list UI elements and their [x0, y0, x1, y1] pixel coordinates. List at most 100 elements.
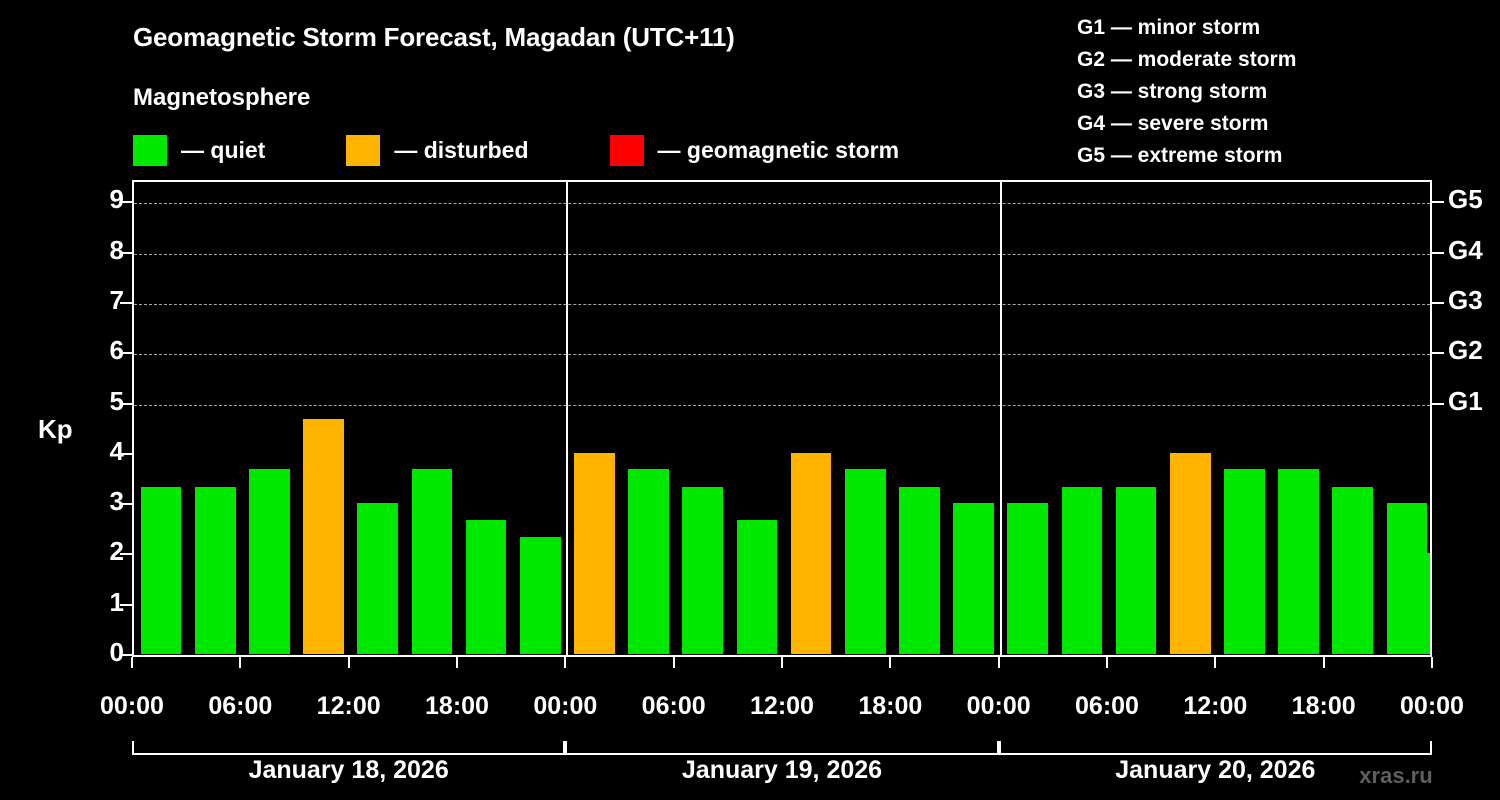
y-tick-label-9: 9: [109, 184, 124, 215]
g-scale-line-g2: G2 — moderate storm: [1077, 48, 1297, 71]
x-tick-mark: [456, 657, 458, 668]
y-tick-label-4: 4: [109, 435, 124, 466]
day-separator: [566, 182, 569, 655]
y-tick-label-3: 3: [109, 486, 124, 517]
bar-kp: [303, 419, 344, 654]
bar-kp: [574, 452, 615, 654]
y-tick-label-1: 1: [109, 586, 124, 617]
gridline-kp-5: [134, 404, 1430, 406]
y-tick-mark: [120, 654, 132, 656]
legend-item-quiet: — quiet: [133, 134, 265, 166]
bar-kp: [519, 536, 561, 654]
y-tick-mark: [120, 553, 132, 556]
g-tick-mark: [1432, 251, 1444, 254]
g-scale-legend: G1 — minor storm G2 — moderate storm G3 …: [1077, 12, 1296, 172]
g-tick-label-G3: G3: [1448, 284, 1483, 315]
x-tick-label: 18:00: [1291, 692, 1356, 720]
x-tick-label: 00:00: [100, 692, 164, 720]
gridline-kp-9: [134, 203, 1430, 205]
x-tick-label: 00:00: [533, 692, 598, 720]
x-tick-mark: [997, 657, 1000, 668]
x-tick-label: 18:00: [858, 692, 923, 720]
chart-subtitle: Magnetosphere: [133, 84, 311, 111]
bar-kp: [1417, 553, 1430, 654]
bar-kp: [682, 486, 724, 654]
bar-kp: [357, 503, 399, 654]
x-tick-mark: [564, 657, 567, 668]
g-scale-line-g5: G5 — extreme storm: [1077, 144, 1283, 167]
legend-label-storm: — geomagnetic storm: [657, 136, 900, 163]
g-tick-mark: [1432, 301, 1444, 304]
y-tick-mark: [120, 201, 132, 204]
bar-kp: [790, 452, 832, 654]
g-scale-line-g3: G3 — strong storm: [1077, 80, 1268, 103]
bar-kp: [844, 469, 886, 654]
x-tick-label: 06:00: [208, 692, 273, 720]
y-tick-label-2: 2: [109, 536, 124, 567]
day-label: January 20, 2026: [1115, 756, 1316, 784]
x-tick-mark: [1214, 657, 1217, 668]
y-tick-label-5: 5: [109, 385, 124, 416]
disturbed-swatch-icon: [346, 134, 381, 166]
x-tick-mark: [131, 657, 133, 668]
y-tick-label-6: 6: [109, 335, 124, 366]
g-tick-label-G5: G5: [1448, 184, 1483, 215]
bar-kp: [194, 486, 236, 654]
y-axis-title: Kp: [38, 414, 73, 444]
legend-label-disturbed: — disturbed: [394, 136, 529, 163]
day-bracket: [132, 741, 566, 755]
y-tick-mark: [120, 402, 132, 405]
bar-kp: [249, 469, 290, 654]
g-scale-line-g4: G4 — severe storm: [1077, 112, 1269, 135]
bar-kp: [1061, 486, 1103, 654]
day-bracket: [565, 741, 999, 755]
gridline-kp-8: [134, 253, 1430, 255]
x-tick-label: 06:00: [641, 692, 706, 720]
day-label: January 19, 2026: [681, 756, 883, 784]
gridline-kp-7: [134, 303, 1430, 305]
bar-kp: [1169, 452, 1211, 654]
x-tick-mark: [672, 657, 675, 668]
plot-area: [132, 180, 1432, 657]
bar-kp: [465, 519, 507, 654]
bar-kp: [899, 486, 940, 654]
bar-kp: [1115, 486, 1157, 654]
x-tick-mark: [1322, 657, 1325, 668]
x-tick-mark: [1431, 657, 1433, 668]
x-tick-label: 18:00: [425, 692, 489, 720]
x-tick-label: 12:00: [1183, 692, 1248, 720]
day-separator: [999, 182, 1002, 655]
y-tick-mark: [120, 503, 132, 506]
bar-kp: [411, 469, 453, 654]
y-tick-mark: [120, 452, 132, 455]
bar-kp: [1332, 486, 1374, 654]
y-tick-mark: [120, 301, 132, 304]
x-tick-mark: [239, 657, 242, 668]
y-tick-label-8: 8: [109, 234, 124, 265]
x-tick-mark: [347, 657, 350, 668]
bar-kp: [1007, 503, 1049, 654]
x-tick-mark: [1106, 657, 1108, 668]
g-tick-label-G2: G2: [1448, 335, 1483, 366]
x-tick-label: 06:00: [1075, 692, 1139, 720]
x-tick-mark: [889, 657, 892, 668]
storm-swatch-icon: [609, 134, 644, 166]
x-tick-mark: [781, 657, 783, 668]
y-tick-mark: [120, 603, 132, 606]
legend-item-storm: — geomagnetic storm: [609, 134, 900, 166]
g-tick-mark: [1432, 201, 1444, 204]
bar-kp: [736, 519, 778, 654]
g-tick-label-G1: G1: [1448, 385, 1483, 416]
g-tick-mark: [1432, 402, 1444, 405]
bar-kp: [953, 503, 994, 654]
bar-kp: [1224, 469, 1265, 654]
watermark: xras.ru: [1359, 763, 1433, 788]
bar-kp: [140, 486, 182, 654]
legend-label-quiet: — quiet: [181, 136, 266, 163]
day-label: January 18, 2026: [248, 756, 449, 784]
legend-item-disturbed: — disturbed: [346, 134, 529, 166]
g-tick-mark: [1432, 352, 1444, 355]
page-title: Geomagnetic Storm Forecast, Magadan (UTC…: [133, 22, 735, 52]
x-tick-label: 12:00: [316, 692, 381, 720]
